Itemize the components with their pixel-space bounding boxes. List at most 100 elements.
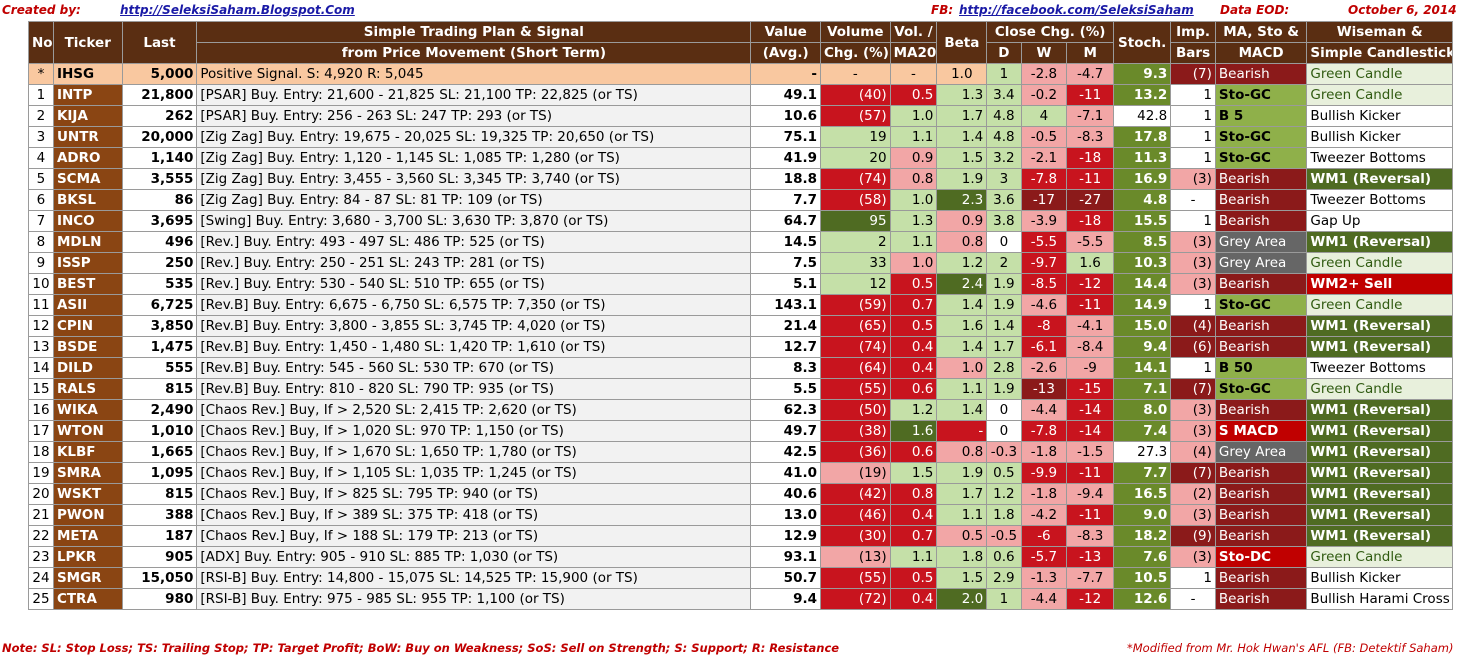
cell-last: 3,695: [121, 210, 198, 232]
cell-d: 1: [986, 63, 1022, 85]
col-stoch: Stoch.: [1113, 21, 1172, 64]
cell-value: 49.7: [750, 420, 821, 442]
cell-imp: (4): [1170, 441, 1216, 463]
table-row: 23 LPKR 905 [ADX] Buy. Entry: 905 - 910 SL:…: [28, 546, 1453, 568]
cell-ticker: SMGR: [52, 567, 123, 589]
cell-beta: 1.1: [936, 378, 988, 400]
cell-imp: (3): [1170, 420, 1216, 442]
cell-plan: [Zig Zag] Buy. Entry: 19,675 - 20,025 SL…: [196, 126, 752, 148]
col-close-w: W: [1020, 42, 1068, 64]
cell-beta: 0.9: [936, 210, 988, 232]
col-plan-line2: from Price Movement (Short Term): [196, 42, 752, 64]
cell-volume: (59): [819, 294, 891, 316]
cell-m: -14: [1066, 399, 1115, 421]
cell-w: -4.6: [1020, 294, 1068, 316]
cell-last: 262: [121, 105, 198, 127]
cell-value: 62.3: [750, 399, 821, 421]
cell-value: 14.5: [750, 231, 821, 253]
cell-stoch: 16.5: [1113, 483, 1172, 505]
cell-ma: Sto-GC: [1214, 84, 1308, 106]
cell-beta: 0.8: [936, 231, 988, 253]
cell-plan: [Rev.] Buy. Entry: 250 - 251 SL: 243 TP:…: [196, 252, 752, 274]
cell-ticker: BSDE: [52, 336, 123, 358]
cell-imp: -: [1170, 189, 1216, 211]
cell-stoch: 16.9: [1113, 168, 1172, 190]
cell-vol-ma: 0.8: [889, 168, 938, 190]
cell-m: -8.4: [1066, 336, 1115, 358]
cell-beta: 1.7: [936, 483, 988, 505]
table-row: 7 INCO 3,695 [Swing] Buy. Entry: 3,680 - 3,…: [28, 210, 1453, 232]
cell-m: -14: [1066, 420, 1115, 442]
cell-stoch: 17.8: [1113, 126, 1172, 148]
cell-ws: Green Candle: [1306, 546, 1453, 568]
cell-value: 5.5: [750, 378, 821, 400]
cell-ticker: WSKT: [52, 483, 123, 505]
cell-d: 3.8: [986, 210, 1022, 232]
cell-d: 1.9: [986, 273, 1022, 295]
cell-w: -17: [1020, 189, 1068, 211]
cell-plan: [ADX] Buy. Entry: 905 - 910 SL: 885 TP: …: [196, 546, 752, 568]
cell-no: 14: [28, 357, 54, 379]
cell-last: 1,140: [121, 147, 198, 169]
cell-d: 0.5: [986, 462, 1022, 484]
cell-volume: 95: [819, 210, 891, 232]
cell-beta: 0.8: [936, 441, 988, 463]
data-eod-label: Data EOD:: [1220, 3, 1290, 17]
cell-w: -4.4: [1020, 399, 1068, 421]
cell-stoch: 15.0: [1113, 315, 1172, 337]
cell-ws: Bullish Kicker: [1306, 105, 1453, 127]
cell-value: 13.0: [750, 504, 821, 526]
cell-imp: (3): [1170, 546, 1216, 568]
cell-plan: [Chaos Rev.] Buy, If > 1,105 SL: 1,035 T…: [196, 462, 752, 484]
cell-w: -1.8: [1020, 441, 1068, 463]
cell-vol-ma: 1.2: [889, 399, 938, 421]
cell-ticker: BKSL: [52, 189, 123, 211]
cell-ticker: CPIN: [52, 315, 123, 337]
trading-plan-table: No Ticker Last Simple Trading Plan & Sig…: [28, 21, 1453, 610]
cell-vol-ma: 0.4: [889, 504, 938, 526]
cell-ticker: LPKR: [52, 546, 123, 568]
cell-plan: Positive Signal. S: 4,920 R: 5,045: [196, 63, 752, 85]
col-imp-line1: Imp.: [1170, 21, 1216, 43]
cell-last: 20,000: [121, 126, 198, 148]
cell-vol-ma: 1.1: [889, 231, 938, 253]
cell-m: -13: [1066, 546, 1115, 568]
cell-volume: (19): [819, 462, 891, 484]
cell-last: 815: [121, 483, 198, 505]
cell-beta: 2.0: [936, 588, 988, 610]
cell-d: 2: [986, 252, 1022, 274]
cell-d: -0.3: [986, 441, 1022, 463]
cell-beta: 1.8: [936, 546, 988, 568]
cell-ma: Bearish: [1214, 399, 1308, 421]
cell-ma: Bearish: [1214, 588, 1308, 610]
cell-stoch: 14.9: [1113, 294, 1172, 316]
cell-ws: WM1 (Reversal): [1306, 462, 1453, 484]
cell-w: -8: [1020, 315, 1068, 337]
col-no: No: [28, 21, 54, 64]
cell-value: 50.7: [750, 567, 821, 589]
cell-value: 7.7: [750, 189, 821, 211]
blog-link[interactable]: http://SeleksiSaham.Blogspot.Com: [120, 3, 355, 17]
cell-stoch: 10.3: [1113, 252, 1172, 274]
cell-w: -2.8: [1020, 63, 1068, 85]
cell-stoch: 42.8: [1113, 105, 1172, 127]
cell-ticker: SMRA: [52, 462, 123, 484]
cell-ws: WM1 (Reversal): [1306, 525, 1453, 547]
cell-volume: (46): [819, 504, 891, 526]
cell-value: 12.9: [750, 525, 821, 547]
cell-vol-ma: 1.1: [889, 546, 938, 568]
cell-w: -2.6: [1020, 357, 1068, 379]
facebook-link[interactable]: http://facebook.com/SeleksiSaham: [959, 3, 1194, 17]
col-last: Last: [121, 21, 198, 64]
cell-last: 1,010: [121, 420, 198, 442]
cell-w: -5.7: [1020, 546, 1068, 568]
table-row: 16 WIKA 2,490 [Chaos Rev.] Buy, If > 2,520 …: [28, 399, 1453, 421]
cell-vol-ma: 0.4: [889, 588, 938, 610]
cell-m: -12: [1066, 588, 1115, 610]
cell-ticker: ADRO: [52, 147, 123, 169]
cell-ma: Bearish: [1214, 483, 1308, 505]
table-row: 22 META 187 [Chaos Rev.] Buy, If > 188 SL: …: [28, 525, 1453, 547]
cell-ws: WM1 (Reversal): [1306, 315, 1453, 337]
cell-volume: (55): [819, 378, 891, 400]
cell-volume: -: [819, 63, 891, 85]
